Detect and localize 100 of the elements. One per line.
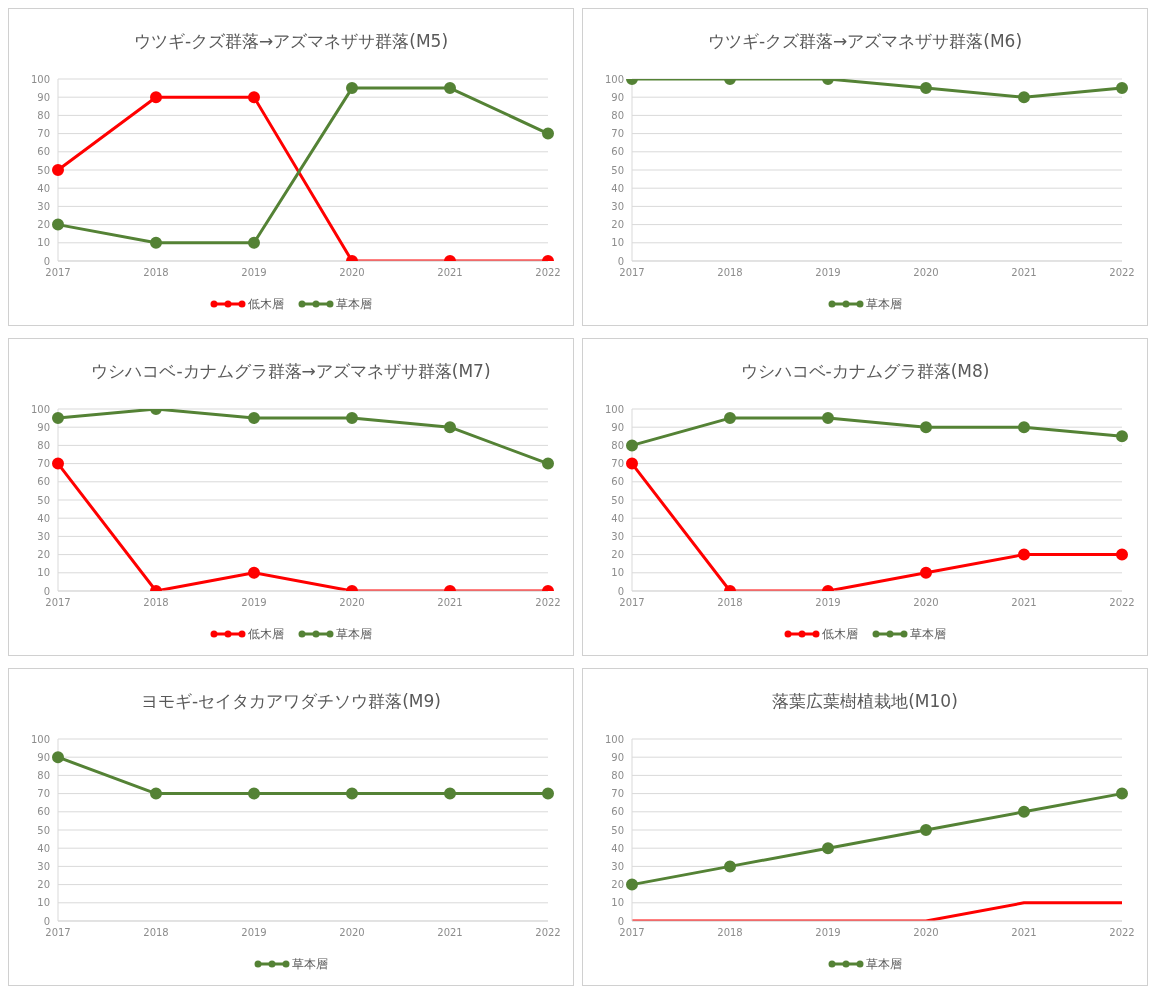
y-tick-label: 30 bbox=[611, 530, 624, 542]
x-tick-label: 2018 bbox=[143, 597, 169, 609]
y-tick-label: 50 bbox=[611, 494, 624, 506]
x-tick-label: 2022 bbox=[1109, 927, 1135, 939]
y-tick-label: 10 bbox=[611, 567, 624, 579]
y-tick-label: 50 bbox=[611, 824, 624, 836]
y-tick-label: 80 bbox=[37, 769, 50, 781]
point bbox=[52, 218, 64, 231]
legend-label: 草本層 bbox=[865, 295, 902, 313]
chart-title: ウツギ-クズ群落→アズマネザサ群落(M6) bbox=[706, 30, 1024, 53]
y-tick-label: 60 bbox=[611, 146, 624, 158]
y-tick-label: 70 bbox=[611, 128, 624, 140]
x-tick-label: 2022 bbox=[1109, 267, 1135, 279]
point bbox=[52, 457, 64, 470]
y-tick-label: 100 bbox=[30, 733, 50, 745]
x-tick-label: 2020 bbox=[339, 927, 365, 939]
y-tick-label: 30 bbox=[37, 860, 50, 872]
y-tick-label: 100 bbox=[30, 403, 50, 415]
y-tick-label: 20 bbox=[37, 549, 50, 561]
x-tick-label: 2019 bbox=[815, 927, 841, 939]
y-tick-label: 30 bbox=[611, 200, 624, 212]
x-tick-label: 2019 bbox=[241, 267, 267, 279]
point bbox=[1116, 548, 1128, 561]
y-tick-label: 60 bbox=[611, 476, 624, 488]
y-tick-label: 70 bbox=[611, 788, 624, 800]
x-tick-label: 2018 bbox=[717, 597, 743, 609]
x-tick-label: 2018 bbox=[717, 927, 743, 939]
chart-title: 落葉広葉樹植栽地(M10) bbox=[771, 690, 959, 713]
legend-label: 草本層 bbox=[909, 625, 946, 643]
legend-label: 草本層 bbox=[335, 295, 372, 313]
point bbox=[626, 439, 638, 452]
y-tick-label: 0 bbox=[617, 915, 624, 927]
x-tick-label: 2019 bbox=[241, 927, 267, 939]
chart-title: ウシハコベ-カナムグラ群落(M8) bbox=[739, 360, 991, 383]
point bbox=[1018, 548, 1030, 561]
point bbox=[920, 824, 932, 836]
y-tick-label: 10 bbox=[611, 237, 624, 249]
legend-label: 低木層 bbox=[247, 295, 284, 313]
point bbox=[346, 412, 358, 425]
point bbox=[542, 127, 554, 140]
y-tick-label: 80 bbox=[37, 439, 50, 451]
point bbox=[542, 457, 554, 470]
x-tick-label: 2019 bbox=[815, 267, 841, 279]
x-tick-label: 2021 bbox=[1011, 267, 1037, 279]
y-tick-label: 70 bbox=[37, 128, 50, 140]
x-tick-label: 2020 bbox=[339, 597, 365, 609]
x-tick-label: 2017 bbox=[619, 597, 645, 609]
y-tick-label: 90 bbox=[37, 91, 50, 103]
y-tick-label: 90 bbox=[611, 751, 624, 763]
y-tick-label: 60 bbox=[37, 146, 50, 158]
point bbox=[346, 82, 358, 95]
y-tick-label: 40 bbox=[37, 842, 50, 854]
x-tick-label: 2022 bbox=[535, 597, 561, 609]
point bbox=[248, 91, 260, 104]
point bbox=[1018, 805, 1030, 818]
y-tick-label: 20 bbox=[37, 879, 50, 891]
point bbox=[920, 421, 932, 434]
point bbox=[52, 164, 64, 176]
x-tick-label: 2018 bbox=[717, 267, 743, 279]
y-tick-label: 30 bbox=[37, 530, 50, 542]
x-tick-label: 2021 bbox=[1011, 597, 1037, 609]
legend-label: 低木層 bbox=[821, 625, 858, 643]
y-tick-label: 80 bbox=[611, 439, 624, 451]
point bbox=[150, 236, 162, 249]
x-tick-label: 2018 bbox=[143, 927, 169, 939]
y-tick-label: 10 bbox=[37, 897, 50, 909]
y-tick-label: 100 bbox=[604, 403, 624, 415]
x-tick-label: 2022 bbox=[535, 267, 561, 279]
y-tick-label: 90 bbox=[37, 751, 50, 763]
x-tick-label: 2021 bbox=[437, 597, 463, 609]
point bbox=[920, 566, 932, 579]
x-tick-label: 2020 bbox=[913, 597, 939, 609]
y-tick-label: 90 bbox=[37, 421, 50, 433]
y-tick-label: 60 bbox=[37, 806, 50, 818]
point bbox=[626, 457, 638, 470]
y-tick-label: 70 bbox=[37, 458, 50, 470]
y-tick-label: 40 bbox=[611, 842, 624, 854]
y-tick-label: 80 bbox=[37, 109, 50, 121]
point bbox=[150, 91, 162, 104]
y-tick-label: 70 bbox=[611, 458, 624, 470]
y-tick-label: 0 bbox=[43, 915, 50, 927]
y-tick-label: 90 bbox=[611, 421, 624, 433]
y-tick-label: 50 bbox=[37, 164, 50, 176]
x-tick-label: 2019 bbox=[241, 597, 267, 609]
x-tick-label: 2022 bbox=[535, 927, 561, 939]
legend-label: 低木層 bbox=[247, 625, 284, 643]
x-tick-label: 2017 bbox=[45, 927, 71, 939]
x-tick-label: 2019 bbox=[815, 597, 841, 609]
y-tick-label: 50 bbox=[37, 494, 50, 506]
y-tick-label: 10 bbox=[611, 897, 624, 909]
y-tick-label: 0 bbox=[43, 255, 50, 267]
legend-label: 草本層 bbox=[335, 625, 372, 643]
y-tick-label: 0 bbox=[43, 585, 50, 597]
y-tick-label: 70 bbox=[37, 788, 50, 800]
y-tick-label: 40 bbox=[611, 182, 624, 194]
y-tick-label: 10 bbox=[37, 237, 50, 249]
y-tick-label: 20 bbox=[611, 879, 624, 891]
point bbox=[248, 236, 260, 249]
x-tick-label: 2018 bbox=[143, 267, 169, 279]
x-tick-label: 2017 bbox=[45, 597, 71, 609]
